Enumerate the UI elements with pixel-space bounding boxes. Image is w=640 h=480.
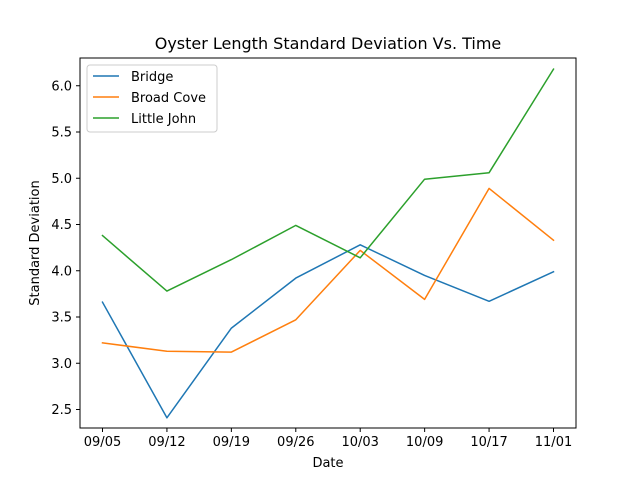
legend-label: Broad Cove bbox=[131, 91, 206, 106]
x-axis-label: Date bbox=[312, 456, 343, 471]
x-tick-label: 10/03 bbox=[341, 435, 378, 450]
x-tick-label: 09/12 bbox=[148, 435, 185, 450]
y-axis-label: Standard Deviation bbox=[28, 180, 43, 305]
x-tick-label: 09/19 bbox=[213, 435, 250, 450]
x-axis-ticks: 09/05 09/12 09/19 09/26 10/03 10/09 10/17 11/01 bbox=[84, 428, 572, 450]
axes-frame bbox=[79, 57, 577, 429]
legend-label: Little John bbox=[131, 112, 196, 127]
y-tick-label: 4.5 bbox=[51, 218, 72, 233]
x-tick-label: 11/01 bbox=[535, 435, 572, 450]
y-tick-label: 5.5 bbox=[51, 126, 72, 141]
legend-box bbox=[86, 64, 218, 133]
chart-title: Oyster Length Standard Deviation Vs. Tim… bbox=[155, 34, 502, 53]
series-lines bbox=[101, 68, 555, 419]
y-tick-label: 3.5 bbox=[51, 311, 72, 326]
x-tick-label: 09/05 bbox=[84, 435, 121, 450]
axes bbox=[79, 57, 577, 429]
series-line-little-john bbox=[101, 68, 555, 292]
y-tick-label: 2.5 bbox=[51, 403, 72, 418]
legend-label: Bridge bbox=[131, 70, 173, 85]
legend: Bridge Broad Cove Little John bbox=[86, 64, 218, 133]
x-tick-label: 10/09 bbox=[406, 435, 443, 450]
x-tick-label: 10/17 bbox=[470, 435, 507, 450]
series-line-broad-cove bbox=[101, 187, 555, 353]
y-tick-label: 5.0 bbox=[51, 172, 72, 187]
y-tick-label: 6.0 bbox=[51, 79, 72, 94]
y-axis-ticks: 2.5 3.0 3.5 4.0 4.5 5.0 5.5 6.0 bbox=[51, 79, 80, 418]
y-tick-label: 3.0 bbox=[51, 357, 72, 372]
x-tick-label: 09/26 bbox=[277, 435, 314, 450]
y-tick-label: 4.0 bbox=[51, 264, 72, 279]
series-line-bridge bbox=[101, 244, 555, 419]
